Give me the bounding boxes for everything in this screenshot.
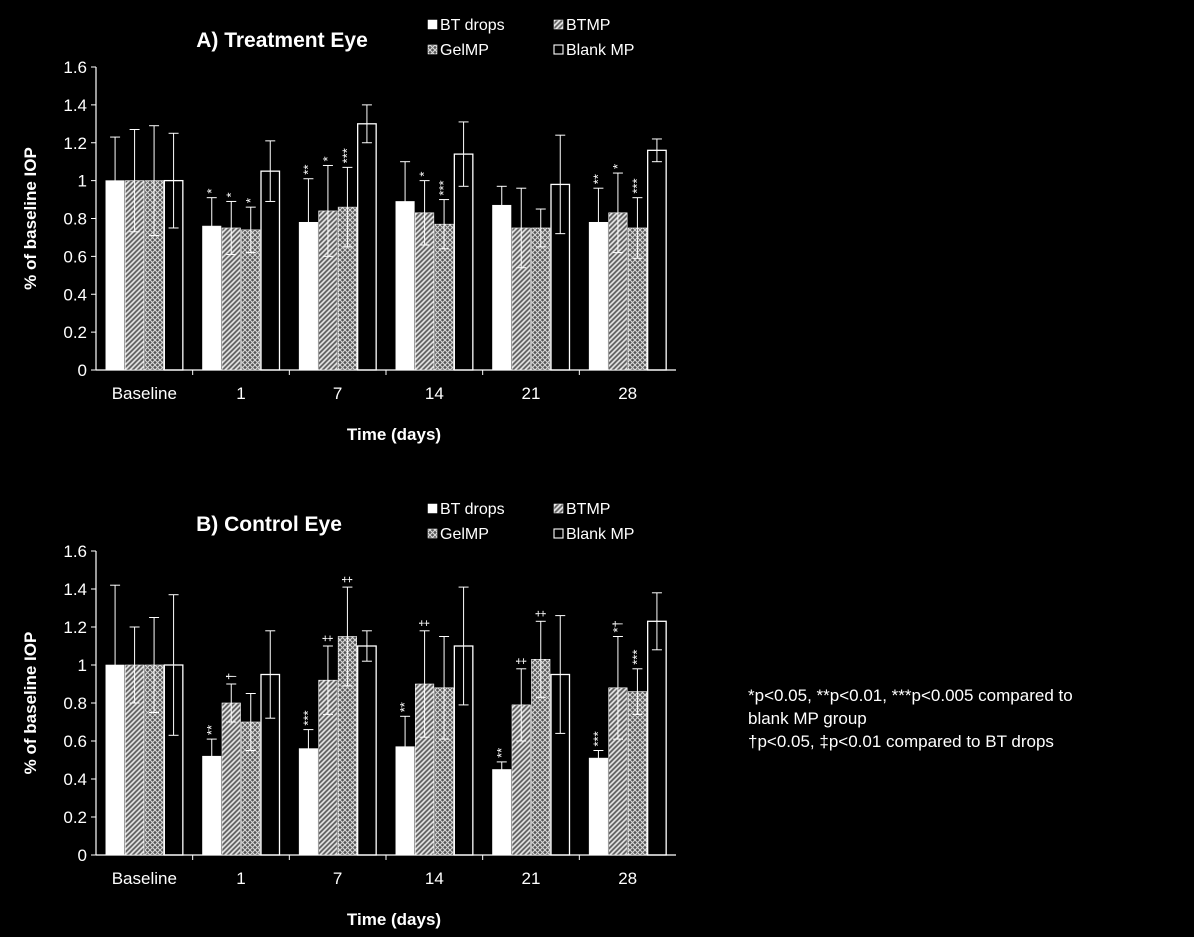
panel-2-significance-label: ‡ xyxy=(513,658,528,665)
panel-2-y-tick-label: 1.4 xyxy=(63,580,87,599)
panel-1-y-tick-label: 1.4 xyxy=(63,96,87,115)
panel-2-significance-label: ** xyxy=(494,748,509,758)
panel-2-x-tick-label: 1 xyxy=(236,869,245,888)
panel-2-y-tick-label: 1 xyxy=(78,656,87,675)
panel-2-bar-gelmp xyxy=(628,692,647,855)
panel-2-bar-blank-mp xyxy=(358,646,377,855)
panel-1-bar-bt-drops xyxy=(493,205,512,370)
panel-2-chart-title: B) Control Eye xyxy=(196,513,342,536)
panel-1-legend-label-bt-drops: BT drops xyxy=(440,17,505,34)
panel-1-x-axis-label: Time (days) xyxy=(347,425,441,444)
panel-1-x-tick-label: Baseline xyxy=(112,384,177,403)
panel-2-x-tick-label: 14 xyxy=(425,869,444,888)
panel-1-x-tick-label: 14 xyxy=(425,384,444,403)
panel-2-bar-btmp xyxy=(222,703,241,855)
panel-2-significance-label: *** xyxy=(300,710,315,725)
panel-2-significance-label: *** xyxy=(590,731,605,746)
panel-2-legend-label-gelmp: GelMP xyxy=(440,526,489,543)
panel-1-x-tick-label: 28 xyxy=(618,384,637,403)
panel-2-bar-bt-drops xyxy=(493,770,512,856)
panel-1-y-tick-label: 0.4 xyxy=(63,285,87,304)
panel-2-significance-label: ‡ xyxy=(339,576,354,583)
panel-1-chart-title: A) Treatment Eye xyxy=(196,29,368,52)
panel-2-y-tick-label: 1.6 xyxy=(63,542,87,561)
panel-1-y-tick-label: 0.8 xyxy=(63,210,87,229)
panel-1-y-tick-label: 0.6 xyxy=(63,247,87,266)
panel-2-significance-label: ** xyxy=(204,725,219,735)
panel-2-legend-swatch-blank-mp xyxy=(554,529,563,538)
panel-1-y-tick-label: 1 xyxy=(78,172,87,191)
panel-1-significance-label: * xyxy=(204,189,219,194)
panel-2-y-tick-label: 0.4 xyxy=(63,770,87,789)
panel-2-y-tick-label: 0.8 xyxy=(63,694,87,713)
panel-2-legend-label-bt-drops: BT drops xyxy=(440,501,505,518)
panel-2-bar-bt-drops xyxy=(589,758,608,855)
panel-2-legend-swatch-gelmp xyxy=(428,529,437,538)
panel-2-bar-blank-mp xyxy=(648,621,667,855)
panel-1-significance-label: *** xyxy=(629,178,644,193)
panel-2-legend-label-blank-mp: Blank MP xyxy=(566,526,634,543)
panel-1-legend-swatch-btmp xyxy=(554,20,563,29)
panel-1-significance-label: * xyxy=(610,164,625,169)
panel-1-y-axis-label: % of baseline IOP xyxy=(21,147,40,290)
panel-2-y-tick-label: 1.2 xyxy=(63,618,87,637)
panel-2-significance-label: ‡ xyxy=(320,635,335,642)
footnote-line-1: *p<0.05, **p<0.01, ***p<0.005 compared t… xyxy=(748,684,1188,707)
panel-1-significance-label: * xyxy=(320,156,335,161)
panel-1-y-tick-label: 0.2 xyxy=(63,323,87,342)
panel-1-significance-label: * xyxy=(243,198,258,203)
footnote-line-2: blank MP group xyxy=(748,707,1188,730)
panel-1-y-tick-label: 1.6 xyxy=(63,58,87,77)
panel-2-x-tick-label: 7 xyxy=(333,869,342,888)
panel-2-legend-swatch-bt-drops xyxy=(428,504,437,513)
panel-1-x-tick-label: 21 xyxy=(522,384,541,403)
panel-1-bar-blank-mp xyxy=(648,150,667,370)
panel-2-y-tick-label: 0.6 xyxy=(63,732,87,751)
panel-2-significance-label: ‡ xyxy=(533,610,548,617)
significance-footnote: *p<0.05, **p<0.01, ***p<0.005 compared t… xyxy=(748,684,1188,753)
panel-1-x-tick-label: 1 xyxy=(236,384,245,403)
panel-1-bar-gelmp xyxy=(532,228,551,370)
panel-2-legend-swatch-btmp xyxy=(554,504,563,513)
panel-1-legend-swatch-gelmp xyxy=(428,45,437,54)
panel-2-significance-label: † xyxy=(223,673,238,680)
panel-2-significance-label: ** xyxy=(397,702,412,712)
panel-2-significance-label: *† xyxy=(610,620,625,632)
panel-1-significance-label: * xyxy=(223,192,238,197)
panel-1-significance-label: ** xyxy=(300,165,315,175)
panel-2-y-tick-label: 0.2 xyxy=(63,808,87,827)
panel-1-significance-label: * xyxy=(417,172,432,177)
panel-1-significance-label: *** xyxy=(339,148,354,163)
panel-1-legend-label-gelmp: GelMP xyxy=(440,42,489,59)
panel-2-legend-label-btmp: BTMP xyxy=(566,501,610,518)
panel-2-significance-label: *** xyxy=(629,650,644,665)
panel-2-x-tick-label: Baseline xyxy=(112,869,177,888)
panel-1-legend-label-btmp: BTMP xyxy=(566,17,610,34)
panel-1-significance-label: *** xyxy=(436,180,451,195)
panel-2-y-tick-label: 0 xyxy=(78,846,87,865)
panel-1-y-tick-label: 0 xyxy=(78,361,87,380)
panel-2-significance-label: ‡ xyxy=(417,620,432,627)
footnote-line-3: †p<0.05, ‡p<0.01 compared to BT drops xyxy=(748,730,1188,753)
panel-1-legend-label-blank-mp: Blank MP xyxy=(566,42,634,59)
panel-1-x-tick-label: 7 xyxy=(333,384,342,403)
panel-1-legend-swatch-blank-mp xyxy=(554,45,563,54)
panel-1-y-tick-label: 1.2 xyxy=(63,134,87,153)
panel-2-y-axis-label: % of baseline IOP xyxy=(21,632,40,775)
panel-2-x-tick-label: 28 xyxy=(618,869,637,888)
panel-1-significance-label: ** xyxy=(590,174,605,184)
panel-1-bar-blank-mp xyxy=(358,124,377,370)
panel-2-x-tick-label: 21 xyxy=(522,869,541,888)
panel-1-legend-swatch-bt-drops xyxy=(428,20,437,29)
panel-2-x-axis-label: Time (days) xyxy=(347,910,441,929)
